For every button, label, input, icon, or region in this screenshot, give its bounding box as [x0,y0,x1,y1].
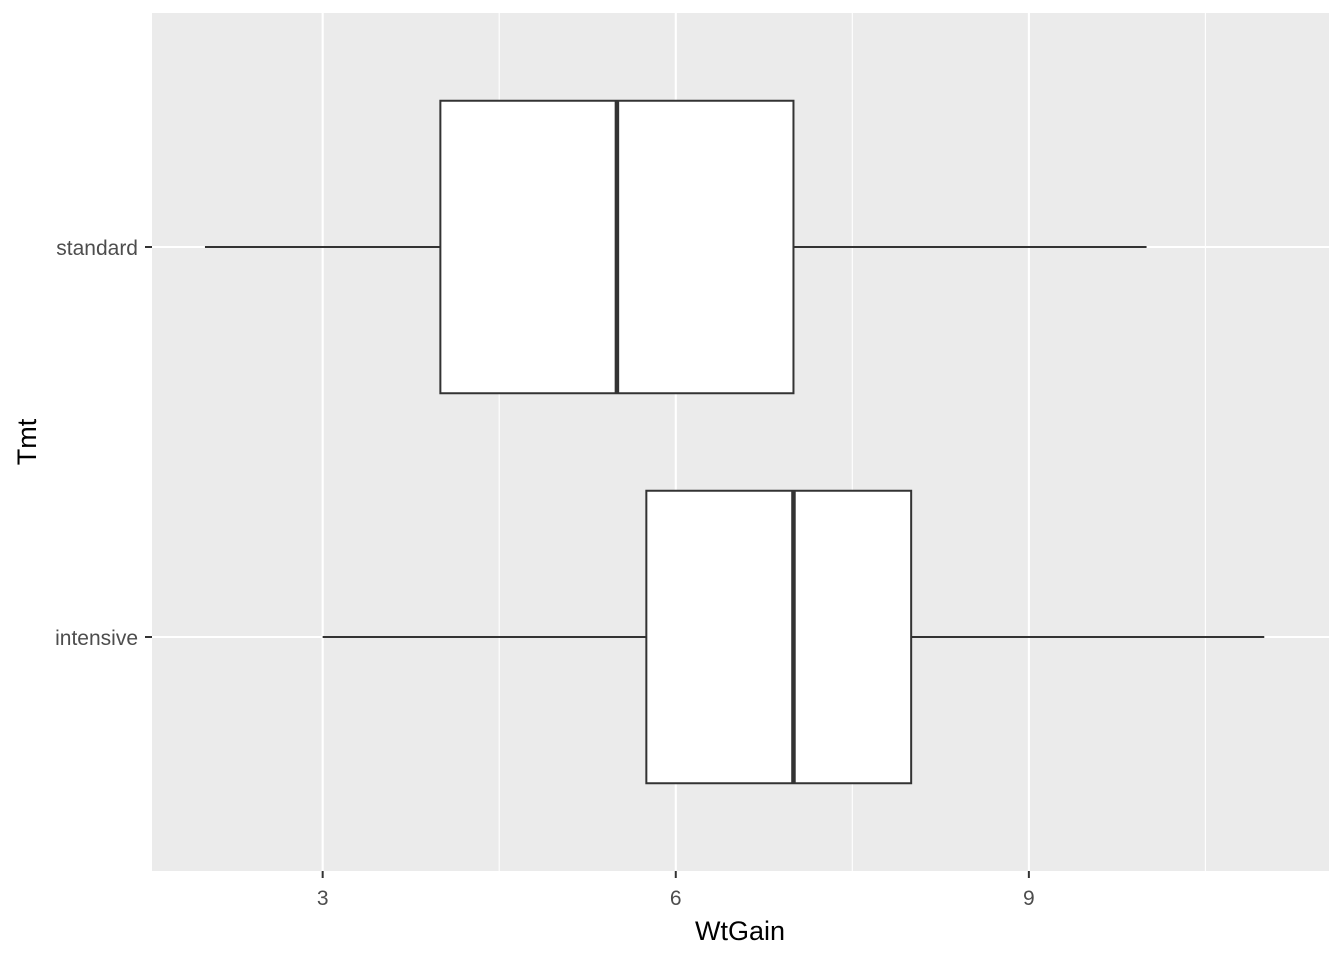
box-standard [204,99,1147,395]
x-tick-label: 6 [670,887,682,910]
iqr-box-intensive [645,489,913,785]
x-axis-title: WtGain [695,916,785,946]
x-tick-label: 9 [1023,887,1035,910]
x-tick-label: 3 [317,887,329,910]
box-intensive [322,489,1265,785]
boxes-layer [204,99,1265,785]
y-tick-label-standard: standard [56,237,138,260]
x-axis: 3 6 9 [317,871,1035,910]
y-axis-title: Tmt [12,418,42,465]
y-tick-label-intensive: intensive [55,627,138,650]
y-axis: intensive standard [55,237,152,650]
